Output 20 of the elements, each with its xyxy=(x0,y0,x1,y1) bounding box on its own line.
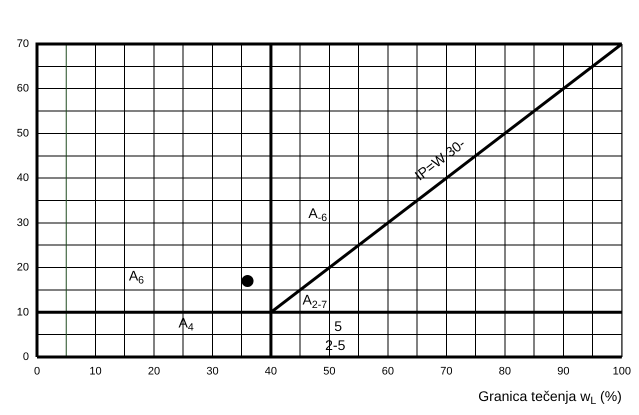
y-tick-label: 30 xyxy=(16,216,29,229)
y-tick-label: 10 xyxy=(16,306,29,318)
x-tick-label: 90 xyxy=(557,366,570,378)
x-tick-label: 20 xyxy=(148,366,160,378)
y-tick-label: 50 xyxy=(16,127,29,140)
y-tick-label: 70 xyxy=(16,38,29,50)
x-tick-label: 30 xyxy=(206,366,219,378)
x-tick-label: 80 xyxy=(498,366,511,378)
y-tick-label: 0 xyxy=(22,351,29,364)
x-tick-label: 70 xyxy=(440,366,452,378)
annotation: 5 xyxy=(334,318,342,334)
x-tick-label: 100 xyxy=(612,366,632,378)
x-tick-label: 0 xyxy=(34,366,40,378)
x-tick-label: 40 xyxy=(264,366,278,378)
x-tick-label: 50 xyxy=(323,366,336,378)
x-tick-label: 10 xyxy=(89,366,102,378)
y-tick-label: 60 xyxy=(16,82,29,95)
y-tick-label: 20 xyxy=(16,262,29,274)
x-tick-label: 60 xyxy=(382,366,394,378)
y-tick-label: 40 xyxy=(16,172,29,184)
